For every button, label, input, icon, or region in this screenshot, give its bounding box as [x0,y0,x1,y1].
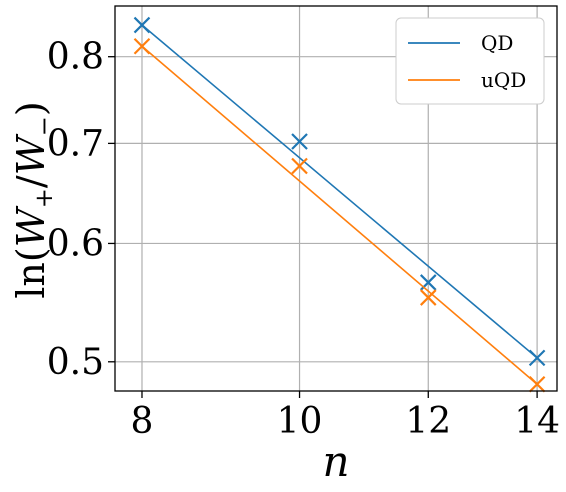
marker-stroke [133,16,151,34]
y-tick-label: 0.6 [47,223,104,264]
legend-label-QD: QD [481,31,513,55]
legend-label-uQD: uQD [481,68,526,92]
series-line-QD [141,24,538,359]
plot-frame [114,5,558,392]
svg-text:ln(W+/W−): ln(W+/W−) [9,101,58,298]
legend: QD uQD [395,17,545,105]
data-point-QD [528,349,546,367]
x-tick-label: 10 [277,401,323,442]
y-tick-label: 0.5 [47,342,104,383]
y-axis-label: ln(W+/W−) [9,101,58,298]
data-point-uQD [133,37,151,55]
data-point-uQD [291,157,308,175]
x-tick-label: 14 [514,401,560,442]
marker-stroke [291,157,308,175]
y-tick-label: 0.7 [47,123,104,164]
x-tick-label: 8 [131,401,154,442]
data-point-QD [133,16,151,34]
data-point-uQD [528,375,546,393]
marker-stroke [528,349,546,367]
marker-stroke [133,37,151,55]
legend-box [395,17,545,105]
series-layer [133,16,546,393]
marker-stroke [291,133,308,150]
data-point-QD [291,133,308,150]
marker-stroke [528,375,546,393]
y-tick-label: 0.8 [47,37,104,78]
data-point-uQD [419,289,437,306]
axis-ticks: 8 10 12 14 0.5 0.6 0.7 0.8 [47,37,560,442]
x-tick-label: 12 [405,401,451,442]
marker-stroke [419,289,437,306]
series-line-uQD [141,45,538,385]
x-axis-label: n [322,437,349,486]
